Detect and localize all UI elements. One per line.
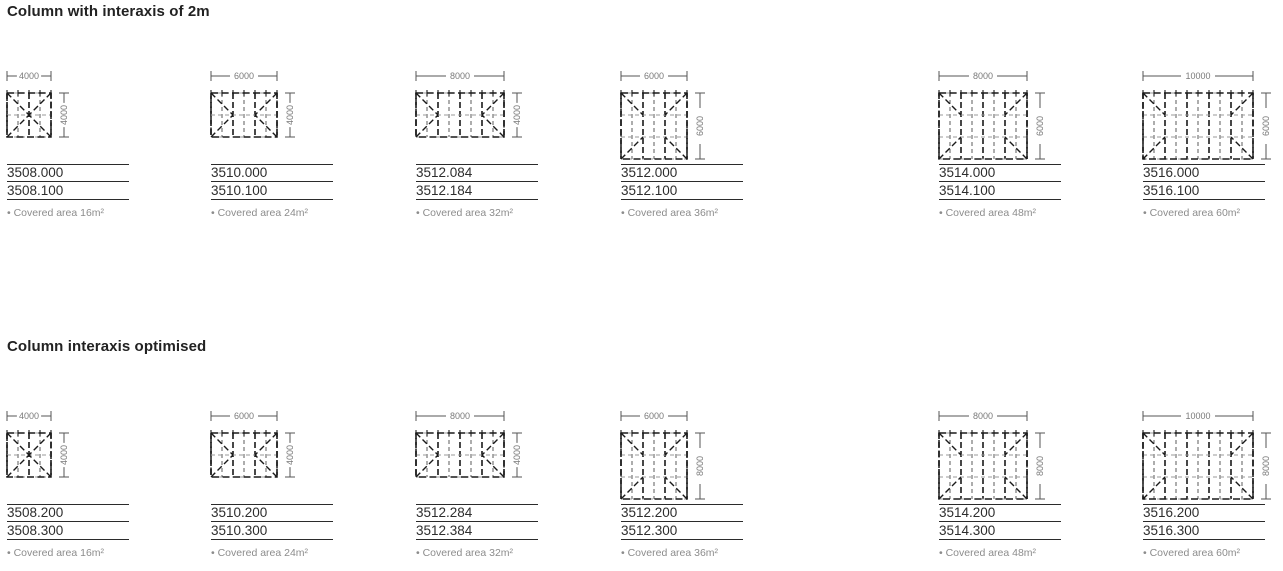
svg-text:6000: 6000: [234, 411, 254, 421]
svg-text:4000: 4000: [59, 105, 69, 125]
svg-text:10000: 10000: [1185, 71, 1210, 81]
svg-text:8000: 8000: [450, 71, 470, 81]
svg-text:6000: 6000: [695, 116, 705, 136]
svg-text:4000: 4000: [285, 105, 295, 125]
svg-text:10000: 10000: [1185, 411, 1210, 421]
svg-text:4000: 4000: [512, 445, 522, 465]
svg-text:6000: 6000: [234, 71, 254, 81]
svg-text:4000: 4000: [19, 411, 39, 421]
svg-text:6000: 6000: [1261, 116, 1271, 136]
svg-text:6000: 6000: [1035, 116, 1045, 136]
svg-text:8000: 8000: [973, 411, 993, 421]
svg-text:8000: 8000: [973, 71, 993, 81]
svg-text:6000: 6000: [644, 411, 664, 421]
svg-text:4000: 4000: [512, 105, 522, 125]
svg-text:4000: 4000: [59, 445, 69, 465]
svg-text:8000: 8000: [450, 411, 470, 421]
svg-text:4000: 4000: [19, 71, 39, 81]
svg-text:6000: 6000: [644, 71, 664, 81]
svg-text:8000: 8000: [1035, 456, 1045, 476]
svg-text:8000: 8000: [695, 456, 705, 476]
svg-text:8000: 8000: [1261, 456, 1271, 476]
svg-text:4000: 4000: [285, 445, 295, 465]
